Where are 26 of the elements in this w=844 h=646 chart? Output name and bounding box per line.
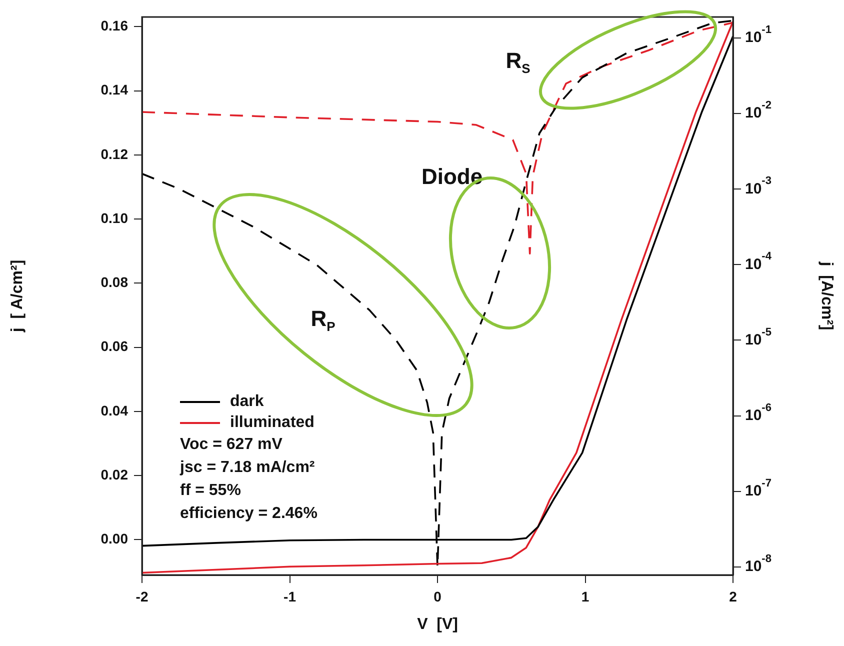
x-tick-label: -1 <box>284 588 296 604</box>
annotation: R$_{S}$ <box>506 48 530 76</box>
legend-label: illuminated <box>230 413 314 433</box>
y-tick-label: 0.12 <box>100 146 128 162</box>
y-axis-title: j [ A/cm²] <box>9 260 26 334</box>
legend-label: dark <box>230 392 264 412</box>
y2-axis-title: j [A/cm²] <box>818 260 835 330</box>
annotation: R$_{P}$ <box>310 306 336 334</box>
y-tick-label: 0.16 <box>100 17 128 34</box>
annotation: ff = 55% <box>180 481 242 501</box>
annotation: efficiency = 2.46% <box>180 504 318 524</box>
y-tick-label: 0.06 <box>100 338 128 354</box>
y-tick-label: 0.00 <box>100 530 128 547</box>
annotation: jsc = 7.18 mA/cm² <box>180 458 316 478</box>
y-tick-label: 0.14 <box>100 82 128 98</box>
y-tick-label: 0.10 <box>100 210 128 226</box>
x-axis-title: V [V] <box>417 616 458 633</box>
y-tick-label: 0.04 <box>100 402 128 418</box>
y-tick-label: 0.02 <box>100 466 128 482</box>
x-tick-label: 0 <box>434 588 442 604</box>
x-tick-label: -2 <box>136 588 148 604</box>
x-tick-label: 2 <box>729 588 738 604</box>
x-tick-label: 1 <box>581 588 590 604</box>
annotation: Diode <box>421 164 483 190</box>
y-tick-label: 0.08 <box>100 274 128 290</box>
annotation: Voc = 627 mV <box>180 435 284 455</box>
